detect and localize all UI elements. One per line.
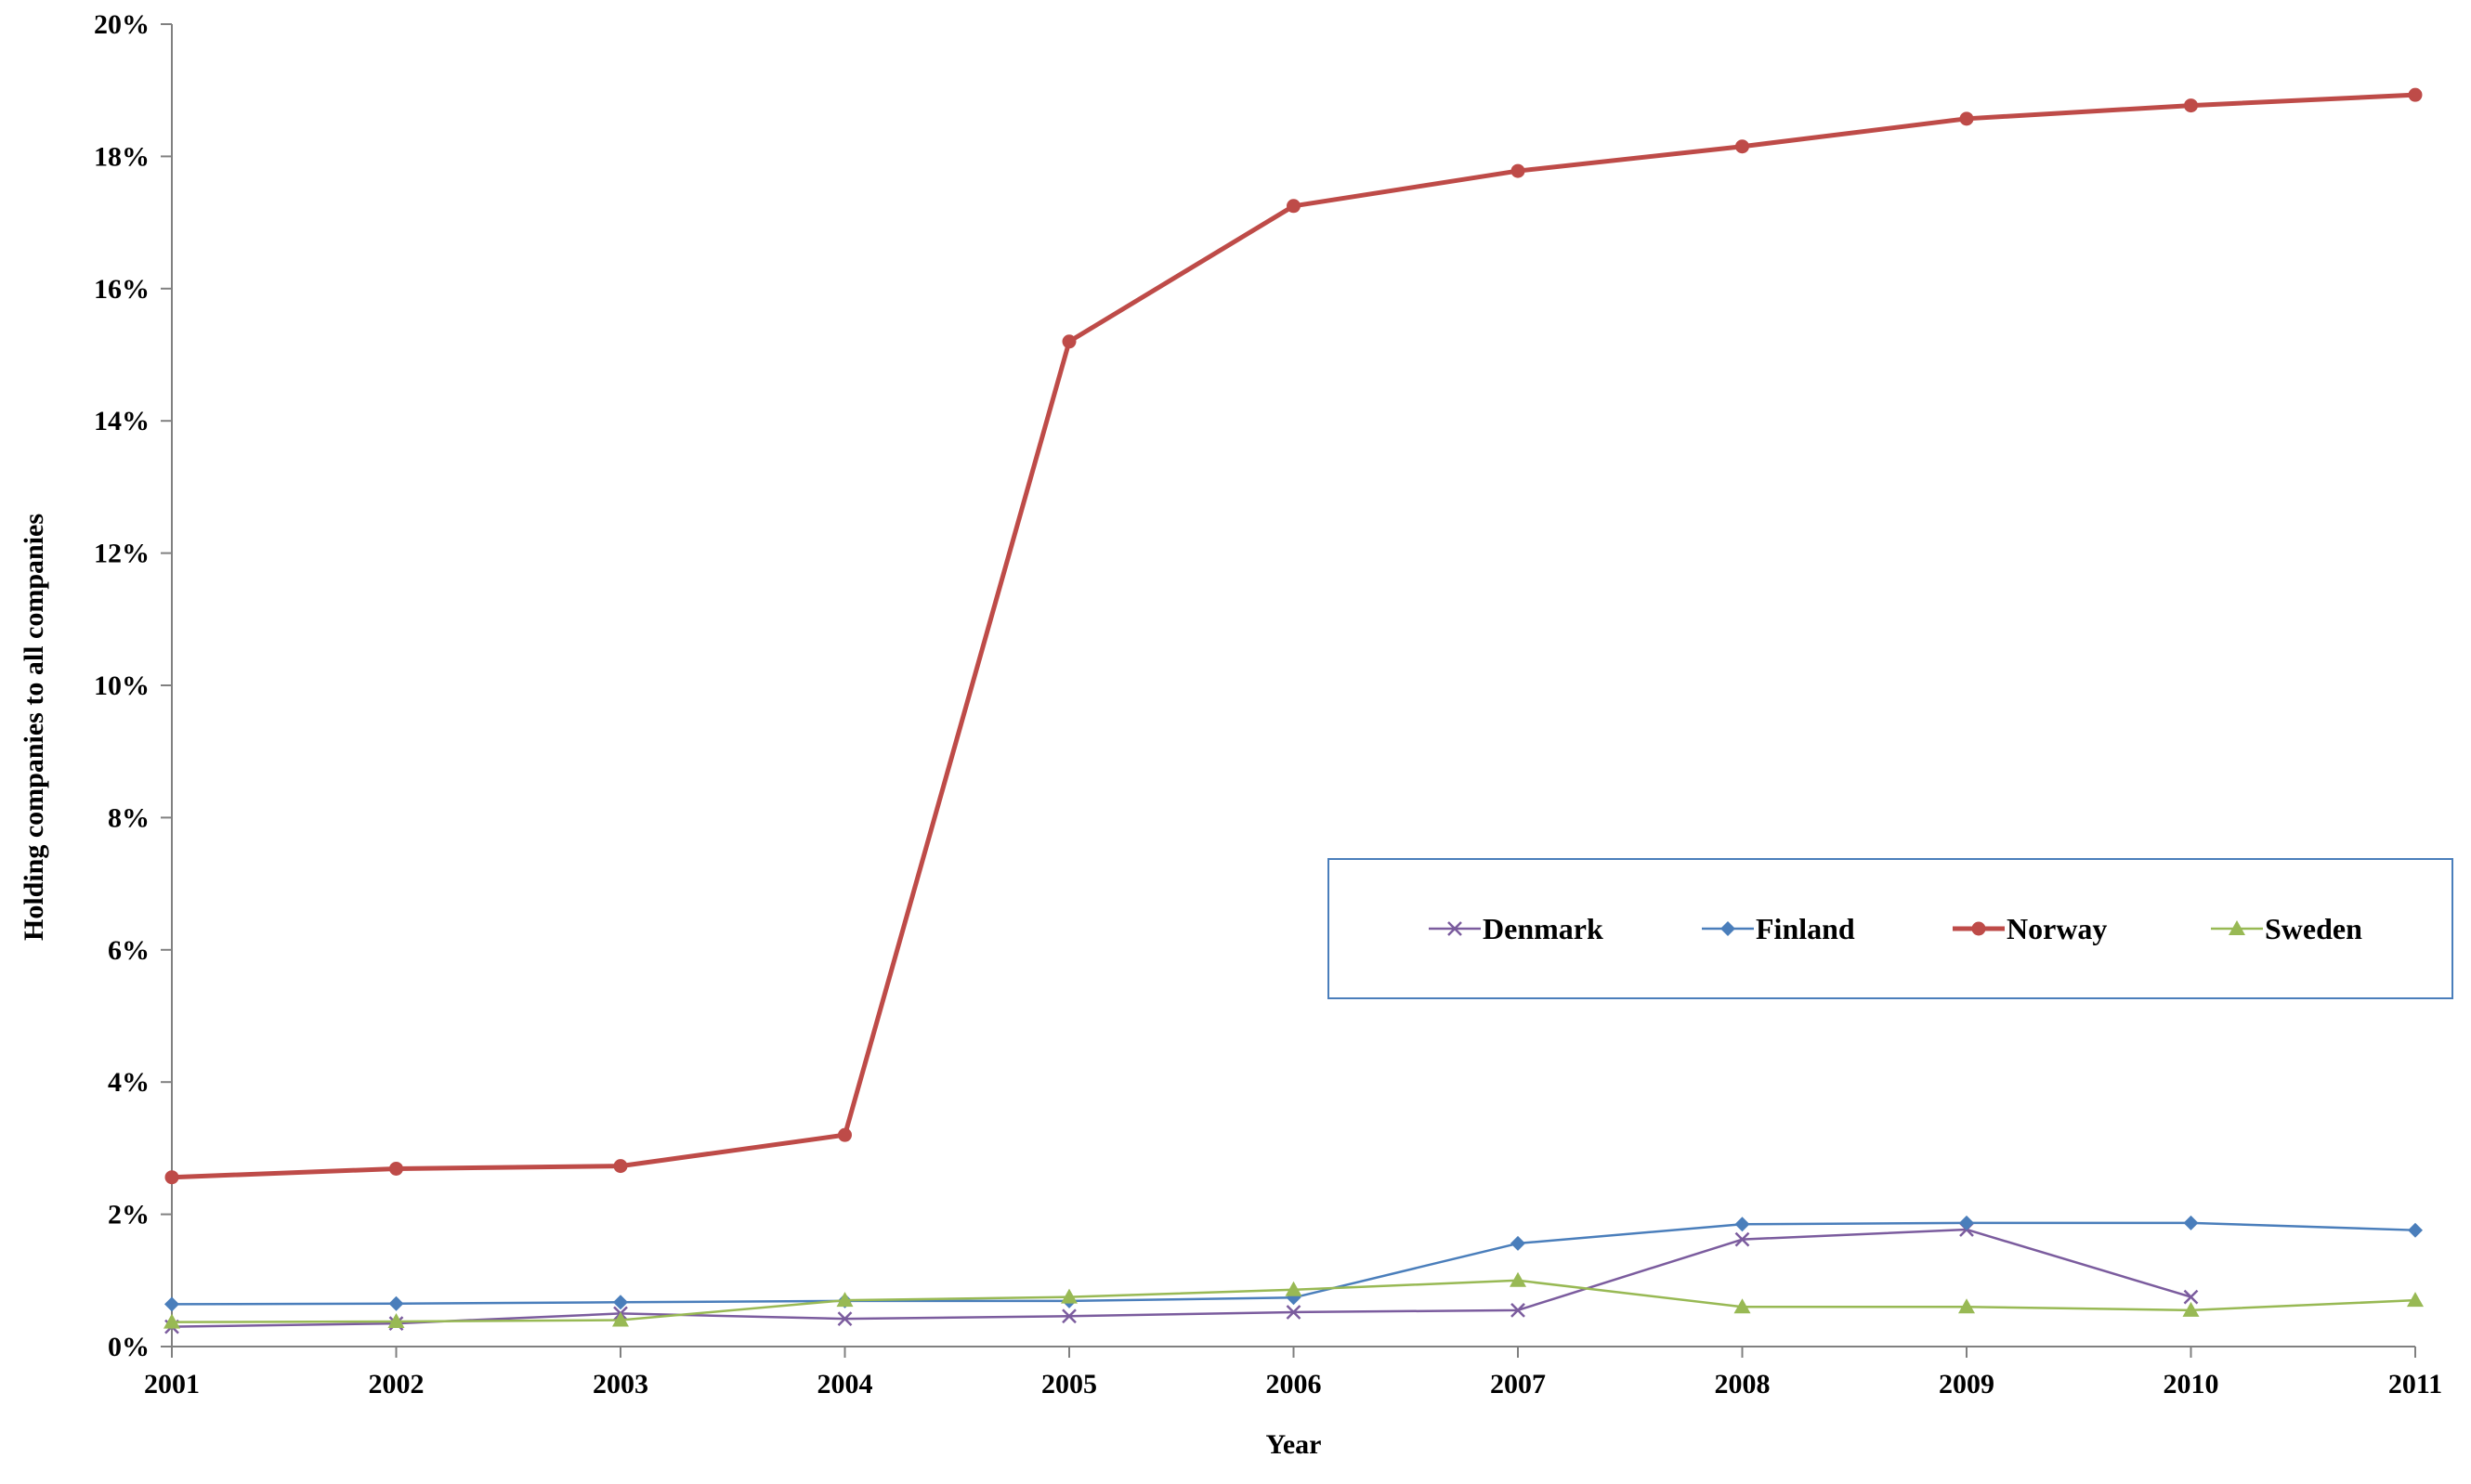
data-point-norway [838, 1127, 852, 1142]
y-tick-label: 6% [108, 935, 150, 966]
data-point-sweden [612, 1311, 629, 1327]
data-point-denmark [837, 1311, 853, 1326]
series-denmark [164, 1222, 2199, 1334]
data-point-sweden [2182, 1301, 2200, 1317]
legend-item-norway: Norway [1953, 912, 2107, 945]
y-axis-ticks: 0% 2% 4% 6% 8% 10% 12% 14% 16% 18% 20% [94, 9, 172, 1362]
legend: Denmark Finland Norway Sweden [1327, 858, 2453, 999]
data-point-denmark [1734, 1231, 1750, 1247]
series-finland [164, 1215, 2423, 1312]
data-point-norway [2408, 87, 2423, 102]
x-tick-label: 2004 [817, 1369, 873, 1399]
x-tick-label: 2007 [1490, 1369, 1546, 1399]
y-tick-label: 12% [94, 539, 150, 569]
data-point-finland [1510, 1235, 1525, 1251]
data-point-finland [2408, 1222, 2423, 1238]
data-point-finland [388, 1295, 404, 1311]
data-point-norway [1062, 334, 1077, 349]
y-tick-label: 16% [94, 274, 150, 305]
x-axis-title: Year [1266, 1429, 1322, 1460]
legend-box [1327, 858, 2453, 999]
data-point-sweden [1958, 1298, 1975, 1314]
series-norway [164, 87, 2423, 1185]
data-point-denmark [1062, 1308, 1077, 1324]
data-point-sweden [1285, 1281, 1302, 1296]
data-point-norway [164, 1170, 179, 1185]
x-tick-label: 2011 [2388, 1369, 2442, 1399]
data-point-norway [1510, 163, 1525, 178]
y-axis-title: Holding companies to all companies [19, 514, 49, 941]
y-tick-label: 0% [108, 1332, 150, 1362]
legend-marker-sweden [2229, 920, 2245, 935]
data-point-sweden [163, 1313, 180, 1329]
data-point-denmark [2183, 1289, 2199, 1305]
x-tick-label: 2002 [369, 1369, 425, 1399]
data-point-norway [2184, 98, 2198, 113]
data-point-norway [1959, 111, 1974, 126]
x-axis-ticks: 2001 2002 2003 2004 2005 2006 2007 2008 2009 2010… [144, 1347, 2442, 1399]
x-tick-label: 2005 [1041, 1369, 1097, 1399]
data-point-sweden [2407, 1292, 2424, 1308]
legend-label-sweden: Sweden [2265, 912, 2362, 945]
series-sweden [163, 1271, 2424, 1329]
data-point-norway [1287, 199, 1301, 214]
y-tick-label: 4% [108, 1067, 150, 1098]
x-tick-label: 2008 [1715, 1369, 1771, 1399]
x-tick-label: 2009 [1939, 1369, 1994, 1399]
legend-marker-norway [1971, 921, 1986, 936]
y-tick-label: 2% [108, 1200, 150, 1230]
data-point-sweden [836, 1292, 854, 1308]
data-point-norway [389, 1161, 403, 1176]
data-point-sweden [1510, 1271, 1526, 1287]
y-tick-label: 14% [94, 406, 150, 436]
series-layer [163, 87, 2424, 1334]
data-point-denmark [1286, 1305, 1301, 1320]
series-line-denmark [171, 1228, 2191, 1328]
legend-label-denmark: Denmark [1483, 912, 1603, 945]
y-tick-label: 20% [94, 9, 150, 40]
data-point-denmark [1510, 1302, 1525, 1318]
data-point-finland [1959, 1215, 1974, 1230]
x-tick-label: 2003 [593, 1369, 648, 1399]
data-point-sweden [387, 1312, 405, 1328]
x-tick-label: 2010 [2164, 1369, 2219, 1399]
data-point-norway [1735, 139, 1749, 154]
data-point-sweden [1061, 1288, 1078, 1304]
y-tick-label: 10% [94, 670, 150, 701]
data-point-finland [613, 1295, 628, 1310]
series-line-norway [171, 92, 2416, 1180]
data-point-norway [613, 1159, 628, 1174]
legend-marker-denmark [1447, 921, 1462, 936]
legend-item-sweden: Sweden [2211, 912, 2362, 945]
x-tick-label: 2001 [144, 1369, 200, 1399]
x-tick-label: 2006 [1266, 1369, 1322, 1399]
legend-label-finland: Finland [1756, 912, 1855, 945]
data-point-sweden [1733, 1298, 1751, 1314]
data-point-finland [1734, 1217, 1750, 1232]
legend-item-finland: Finland [1702, 912, 1855, 945]
y-tick-label: 8% [108, 802, 150, 833]
legend-label-norway: Norway [2007, 912, 2107, 945]
data-point-finland [2183, 1215, 2199, 1230]
data-point-finland [164, 1296, 179, 1312]
legend-item-denmark: Denmark [1429, 912, 1603, 945]
y-tick-label: 18% [94, 141, 150, 172]
legend-marker-finland [1720, 921, 1735, 936]
